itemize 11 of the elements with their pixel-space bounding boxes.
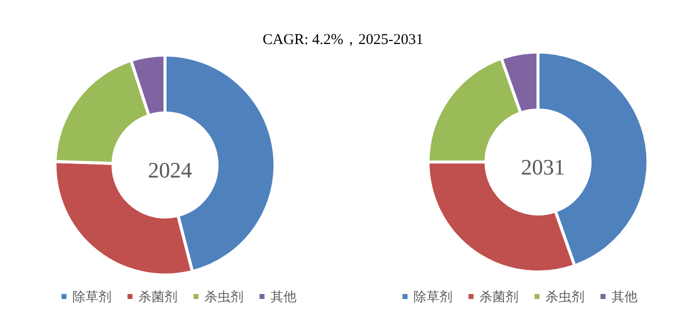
legend-label: 其他 (612, 289, 638, 304)
legend-label: 杀虫剂 (204, 289, 244, 304)
legend-label: 杀虫剂 (546, 289, 584, 304)
legend-label: 除草剂 (72, 289, 112, 304)
text: CAGR: 4.2%，2025-2031 (262, 31, 424, 49)
legend-label: 除草剂 (414, 289, 452, 304)
legend-label: 其他 (270, 289, 296, 304)
legend-label: 杀菌剂 (480, 289, 518, 304)
legend-label: 杀菌剂 (138, 289, 178, 304)
text: 2031 (521, 154, 565, 180)
text: 2024 (148, 158, 192, 182)
